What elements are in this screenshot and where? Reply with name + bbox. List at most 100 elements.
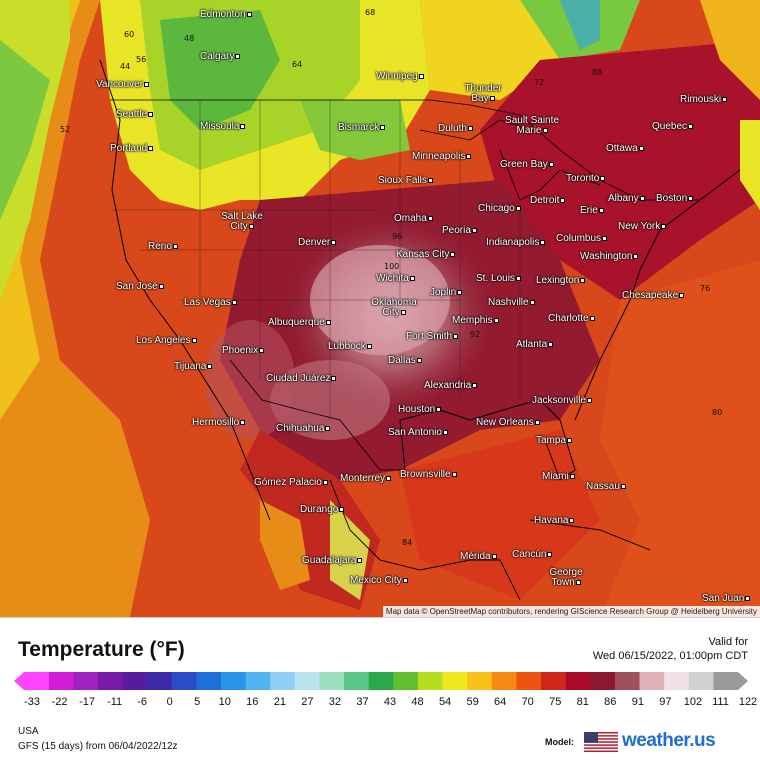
isotherm-label: 92 — [470, 330, 481, 339]
city-label: Reno — [148, 242, 178, 252]
us-flag-icon — [584, 732, 618, 752]
valid-for-label: Valid for — [708, 636, 748, 648]
city-label: San José — [116, 282, 164, 292]
color-scale-tick: 59 — [466, 696, 479, 708]
city-label: Nashville — [488, 298, 535, 308]
city-label: Calgary — [200, 52, 241, 62]
city-label: Dallas — [388, 356, 422, 366]
city-label: Ciudad Juárez — [266, 374, 337, 384]
color-scale-swatch — [73, 672, 99, 690]
color-scale-tick: 37 — [356, 696, 369, 708]
color-scale-swatch — [639, 672, 665, 690]
city-label: Denver — [298, 238, 337, 248]
color-scale-swatch — [294, 672, 320, 690]
color-scale-tick: 64 — [494, 696, 507, 708]
city-label: Fort Smith — [406, 332, 459, 342]
color-scale-swatch — [417, 672, 444, 690]
color-scale-swatch — [590, 672, 616, 690]
city-label: Sioux Falls — [378, 176, 433, 186]
color-scale-swatch — [688, 672, 714, 690]
city-label: Albuquerque — [268, 318, 331, 328]
city-label: Lubbock — [328, 342, 372, 352]
isotherm-label: 56 — [136, 55, 147, 64]
color-scale-labels: -33 -22 -17 -11 -6 0 5 10 16 21 27 32 37 43 48 54 59 64 70… — [0, 696, 760, 710]
isotherm-label: 88 — [592, 68, 603, 77]
color-scale-swatch — [196, 672, 222, 690]
color-scale-tick: -22 — [51, 696, 68, 708]
city-label: New York — [618, 222, 667, 232]
color-scale-swatch — [393, 672, 419, 690]
weather-us-logo[interactable]: weather.us — [622, 730, 716, 751]
city-label: Houston — [398, 405, 442, 415]
city-label: Chihuahua — [276, 424, 331, 434]
map-attribution: Map data © OpenStreetMap contributors, r… — [382, 606, 760, 617]
city-label: Tampa — [536, 436, 573, 446]
city-label: Winnipeg — [376, 72, 424, 82]
isotherm-label: 60 — [124, 30, 135, 39]
color-scale-swatch — [491, 672, 517, 690]
city-label: Peoria — [442, 226, 477, 236]
color-scale-swatch — [319, 672, 345, 690]
city-label: Phoenix — [222, 346, 265, 356]
city-label: Ottawa — [606, 144, 644, 154]
city-label: Jacksonville — [532, 396, 592, 406]
isotherm-label: 48 — [184, 34, 195, 43]
color-scale-tick: -6 — [137, 696, 148, 708]
color-scale-swatch — [122, 672, 148, 690]
color-scale-tick: 43 — [383, 696, 397, 708]
city-label: Mexico City — [350, 576, 408, 586]
color-scale-tick: 0 — [166, 696, 173, 708]
city-label: Gómez Palacio — [254, 478, 328, 488]
color-scale-tick: -17 — [79, 696, 96, 708]
color-scale-swatch — [713, 672, 748, 690]
color-scale-tick: 27 — [301, 696, 314, 708]
city-label: Washington — [580, 252, 639, 262]
color-scale-tick: 111 — [712, 696, 729, 708]
legend-panel: Temperature (°F) Valid for Wed 06/15/202… — [0, 617, 760, 760]
city-label: Las Vegas — [184, 298, 237, 308]
city-label: San Juan — [702, 594, 751, 604]
isotherm-label: 84 — [402, 538, 413, 547]
city-label: Erie — [580, 206, 604, 216]
map-layer — [0, 0, 760, 617]
isotherm-label: 44 — [120, 62, 131, 71]
isotherm-label: 76 — [700, 284, 711, 293]
city-label: San Antonio — [388, 428, 448, 438]
isotherm-label: 80 — [712, 408, 723, 417]
city-label: Chesapeake — [622, 291, 685, 301]
isotherm-label: 72 — [534, 78, 545, 87]
color-scale-tick: 75 — [549, 696, 562, 708]
color-scale-tick: 81 — [576, 696, 589, 708]
color-scale-swatch — [14, 672, 49, 690]
city-label: Oklahoma City — [371, 297, 417, 318]
city-label: Cancún — [512, 550, 553, 560]
city-label: Minneapolis — [412, 152, 472, 162]
city-label: Edmonton — [200, 10, 252, 20]
color-scale-tick: -11 — [107, 696, 123, 708]
color-scale-tick: 54 — [438, 696, 452, 708]
city-label: Indianapolis — [486, 238, 546, 248]
color-scale-swatch — [344, 672, 370, 690]
city-label: Brownsville — [400, 470, 457, 480]
city-label: Charlotte — [548, 314, 595, 324]
city-label: New Orleans — [476, 418, 540, 428]
city-label: Nassau — [586, 482, 626, 492]
city-label: Portland — [110, 144, 154, 154]
color-scale-tick: 70 — [521, 696, 534, 708]
legend-title: Temperature (°F) — [18, 638, 185, 661]
color-scale-swatch — [220, 672, 247, 690]
city-label: Boston — [656, 194, 694, 204]
color-scale-swatch — [48, 672, 74, 690]
color-scale-tick: 91 — [631, 696, 644, 708]
city-label: St. Louis — [476, 274, 521, 284]
city-label: Seattle — [116, 110, 154, 120]
valid-time: Wed 06/15/2022, 01:00pm CDT — [592, 650, 748, 662]
city-label: Havana — [534, 516, 575, 526]
color-scale-swatch — [614, 672, 641, 690]
color-scale-tick: 16 — [246, 696, 259, 708]
city-label: Miami — [542, 472, 575, 482]
city-label: Lexington — [536, 276, 586, 286]
temperature-map[interactable]: Edmonton Calgary Winnipeg Vancouver Seat… — [0, 0, 760, 617]
color-scale-tick: 10 — [218, 696, 231, 708]
city-label: Bismarck — [338, 123, 386, 133]
